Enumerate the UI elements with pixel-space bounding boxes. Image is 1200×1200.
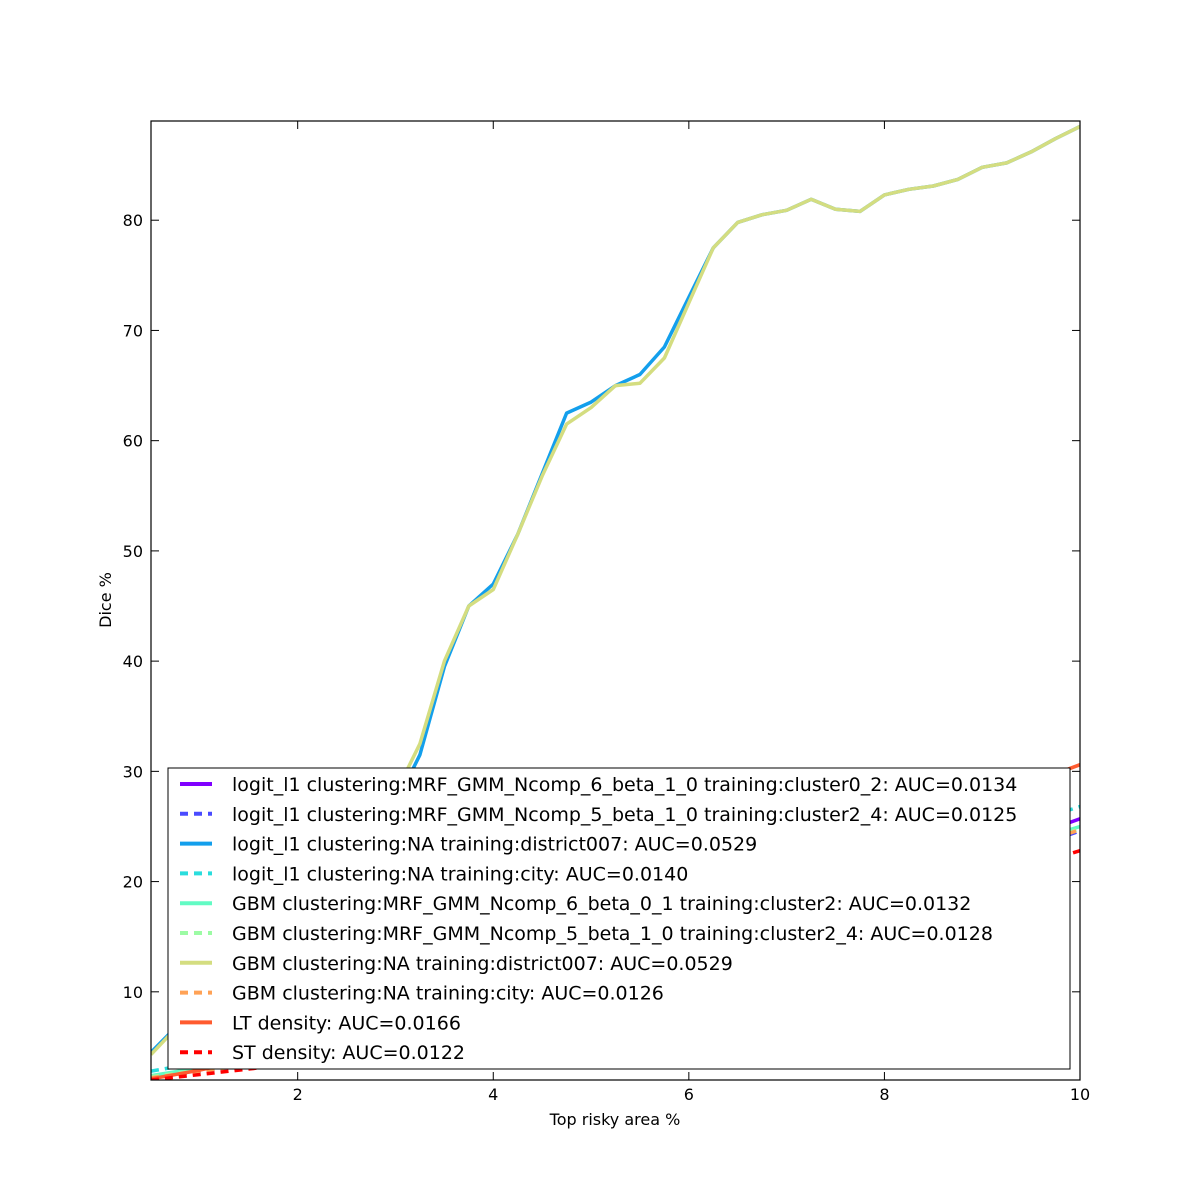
x-tick-label: 8 [879,1085,889,1104]
y-tick-label: 70 [123,321,143,340]
y-tick-label: 40 [123,652,143,671]
legend-entry-2: logit_l1 clustering:NA training:district… [232,834,757,856]
legend-entry-6: GBM clustering:NA training:district007: … [232,953,733,975]
legend-entry-0: logit_l1 clustering:MRF_GMM_Ncomp_6_beta… [232,774,1017,796]
legend-box [167,767,1071,1070]
y-tick-label: 30 [123,762,143,781]
y-tick-label: 60 [123,432,143,451]
legend-entry-3: logit_l1 clustering:NA training:city: AU… [232,863,688,885]
x-tick-label: 6 [684,1085,694,1104]
x-tick-label: 4 [488,1085,498,1104]
legend-entry-4: GBM clustering:MRF_GMM_Ncomp_6_beta_0_1 … [232,893,971,915]
y-tick-label: 80 [123,211,143,230]
legend-entry-7: GBM clustering:NA training:city: AUC=0.0… [232,983,664,1005]
tick-layer: 2 4 6 8 10 10 20 30 40 50 60 70 80 [123,121,1090,1104]
y-axis-label: Dice % [96,572,115,628]
y-tick-label: 20 [123,873,143,892]
x-tick-label: 2 [293,1085,303,1104]
x-tick-label: 10 [1070,1085,1090,1104]
y-tick-label: 50 [123,542,143,561]
legend-entry-1: logit_l1 clustering:MRF_GMM_Ncomp_5_beta… [232,804,1017,826]
legend-entry-5: GBM clustering:MRF_GMM_Ncomp_5_beta_1_0 … [232,923,993,945]
y-tick-label: 10 [123,983,143,1002]
legend-entry-8: LT density: AUC=0.0166 [232,1012,461,1034]
legend-entry-9: ST density: AUC=0.0122 [232,1042,465,1064]
plot-frame [150,120,1081,1081]
x-axis-label: Top risky area % [549,1110,681,1129]
legend: logit_l1 clustering:MRF_GMM_Ncomp_6_beta… [167,767,1071,1070]
